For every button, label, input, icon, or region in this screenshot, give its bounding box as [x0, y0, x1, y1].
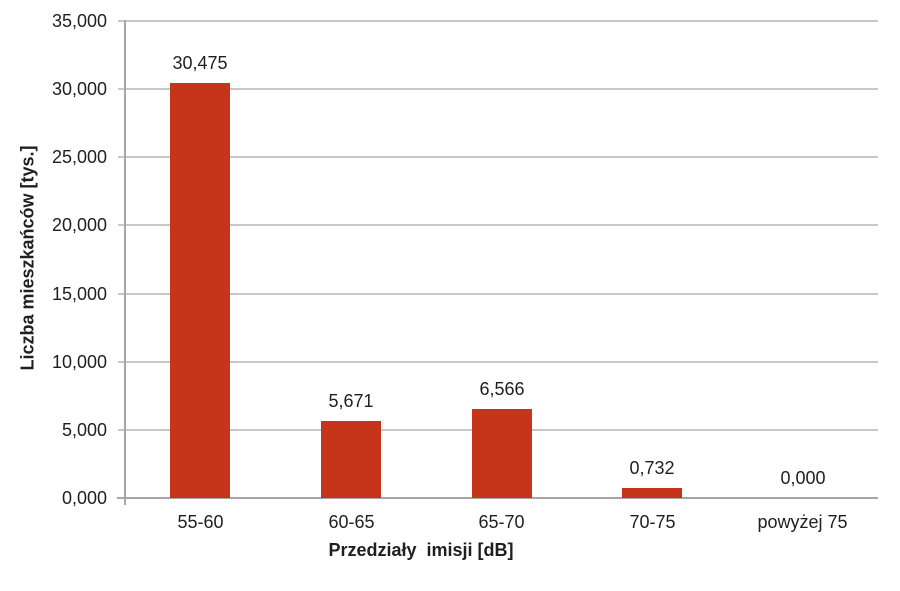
- gridline: [118, 292, 878, 295]
- x-tick-label: powyżej 75: [757, 512, 848, 532]
- x-tick-label: 70-75: [629, 512, 676, 532]
- x-tick-label: 55-60: [177, 512, 224, 532]
- bar-value-label: 0,000: [780, 468, 826, 488]
- bar: [170, 83, 230, 498]
- gridline: [118, 224, 878, 227]
- y-tick-label: 35,000: [51, 11, 107, 31]
- x-axis-title: Przedziały imisji [dB]: [328, 540, 514, 560]
- bar-value-label: 30,475: [172, 53, 228, 73]
- y-tick-label: 25,000: [51, 147, 107, 168]
- gridline: [118, 156, 878, 159]
- bar: [622, 488, 682, 498]
- gridline: [118, 88, 878, 91]
- bar: [472, 409, 532, 498]
- y-tick-label: 0,000: [61, 488, 107, 508]
- x-axis-line: [117, 497, 878, 499]
- y-tick-label: 30,000: [51, 79, 107, 100]
- y-tick-label: 10,000: [51, 351, 107, 372]
- y-axis-line: [124, 20, 126, 505]
- gridline: [118, 360, 878, 363]
- y-tick-label: 15,000: [51, 283, 107, 304]
- gridline: [118, 20, 878, 22]
- y-tick-label: 5,000: [61, 419, 107, 440]
- x-tick-label: 60-65: [328, 512, 375, 532]
- x-tick-label: 65-70: [478, 512, 525, 532]
- bar: [321, 421, 381, 498]
- bar-value-label: 5,671: [328, 391, 374, 411]
- y-tick-label: 20,000: [51, 215, 107, 236]
- bar-value-label: 0,732: [629, 458, 675, 478]
- bar-value-label: 6,566: [479, 379, 525, 399]
